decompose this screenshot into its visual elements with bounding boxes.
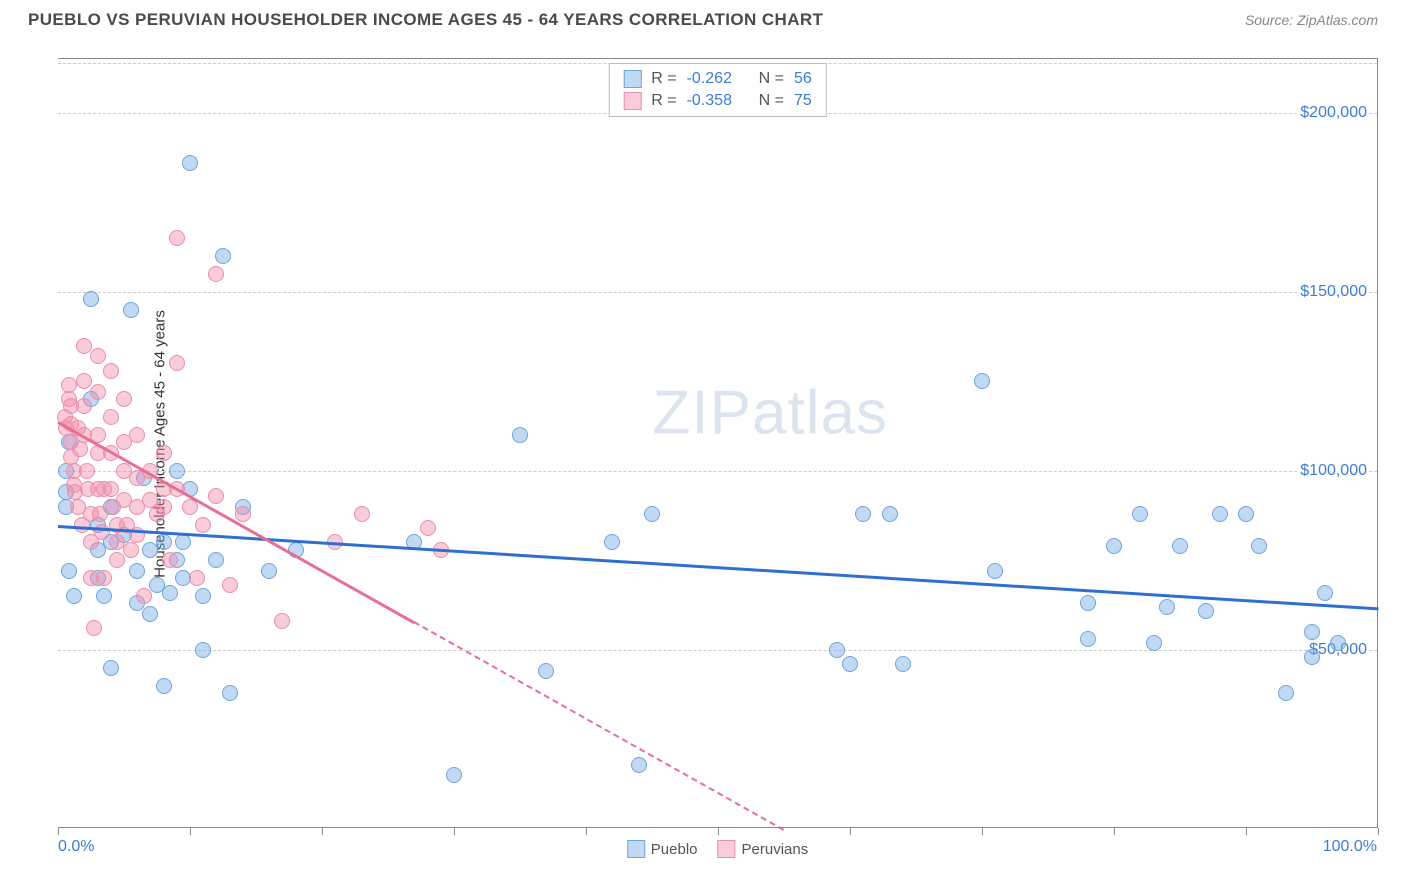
chart-plot-area: ZIPatlas Householder Income Ages 45 - 64… (58, 58, 1378, 828)
legend-item-peruvians: Peruvians (718, 840, 809, 858)
legend-item-pueblo: Pueblo (627, 840, 698, 858)
trend-lines (58, 59, 1377, 828)
trend-line (58, 525, 1378, 610)
source-attribution: Source: ZipAtlas.com (1245, 12, 1378, 28)
swatch-pueblo (627, 840, 645, 858)
x-axis-max-label: 100.0% (1323, 838, 1377, 856)
r-value-pueblo: -0.262 (687, 70, 743, 88)
chart-title: PUEBLO VS PERUVIAN HOUSEHOLDER INCOME AG… (28, 10, 823, 30)
trend-line (57, 421, 415, 624)
r-label: R = (651, 70, 676, 88)
correlation-legend: R = -0.262 N = 56 R = -0.358 N = 75 (608, 63, 826, 117)
r-label: R = (651, 92, 676, 110)
n-value-peruvians: 75 (794, 92, 812, 110)
legend-row-peruvians: R = -0.358 N = 75 (609, 90, 825, 112)
n-label: N = (759, 92, 784, 110)
legend-label-pueblo: Pueblo (651, 841, 698, 858)
r-value-peruvians: -0.358 (687, 92, 743, 110)
trend-line-extrapolated (414, 621, 785, 831)
series-legend: Pueblo Peruvians (621, 840, 814, 858)
legend-row-pueblo: R = -0.262 N = 56 (609, 68, 825, 90)
legend-label-peruvians: Peruvians (742, 841, 809, 858)
swatch-peruvians (718, 840, 736, 858)
swatch-pueblo (623, 70, 641, 88)
swatch-peruvians (623, 92, 641, 110)
chart-header: PUEBLO VS PERUVIAN HOUSEHOLDER INCOME AG… (0, 0, 1406, 36)
x-axis-min-label: 0.0% (58, 838, 94, 856)
n-value-pueblo: 56 (794, 70, 812, 88)
n-label: N = (759, 70, 784, 88)
